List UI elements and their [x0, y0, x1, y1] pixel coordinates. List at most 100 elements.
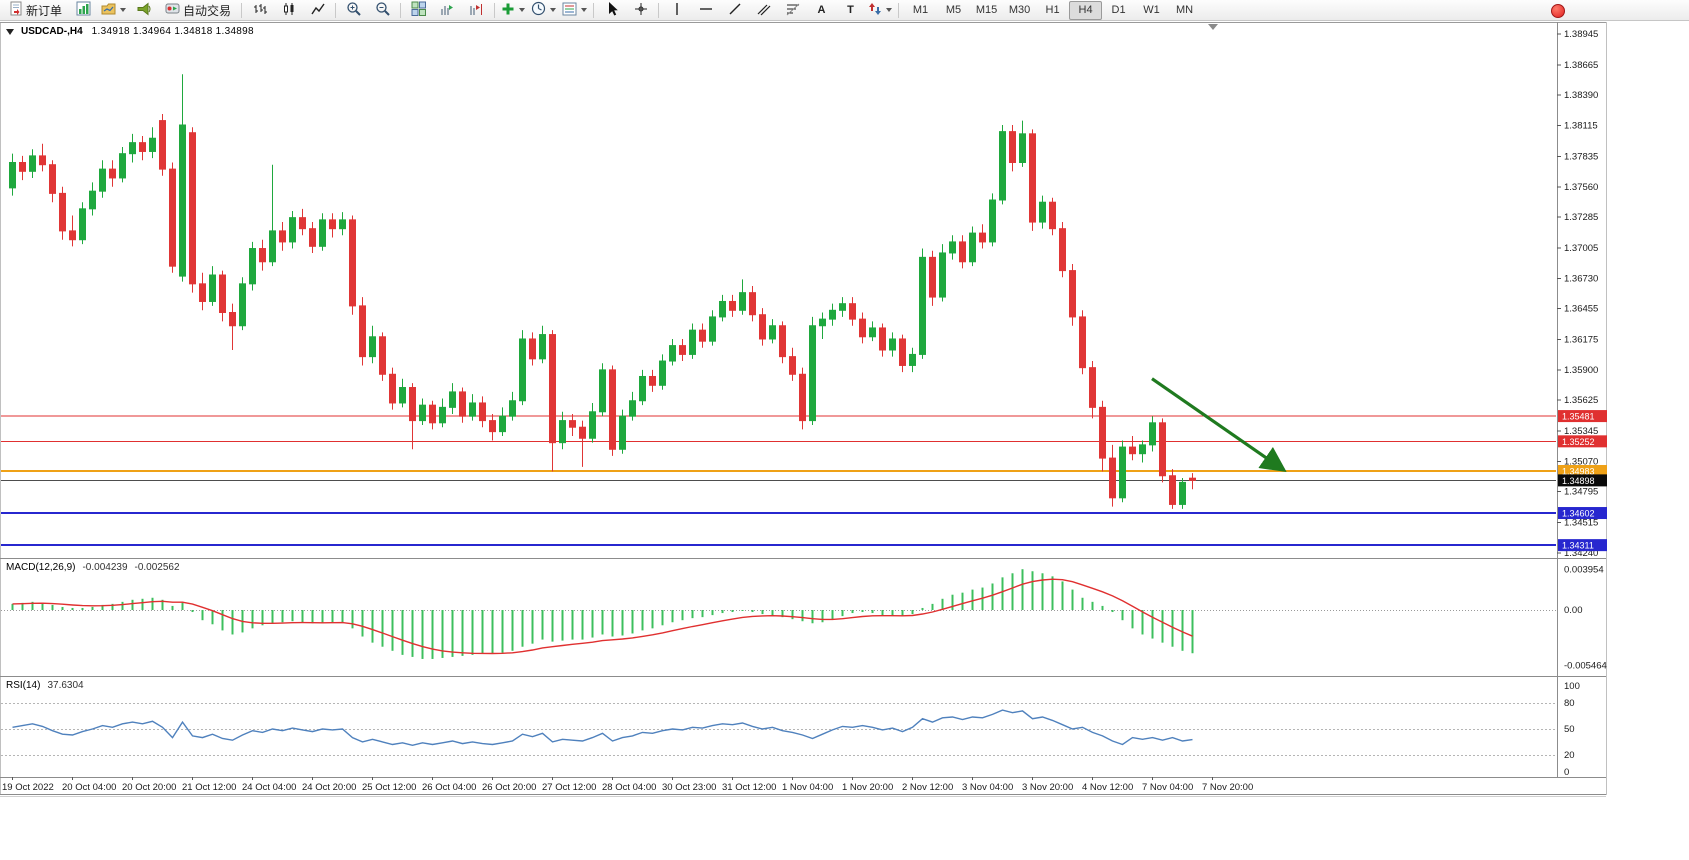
- candle-body: [749, 292, 756, 316]
- candle-body: [519, 338, 526, 402]
- candle-body: [699, 329, 706, 342]
- label-tool-button[interactable]: T: [836, 0, 865, 21]
- time-axis-label: 2 Nov 12:00: [902, 782, 953, 793]
- candle-body: [649, 375, 656, 386]
- timeframe-button-m30[interactable]: M30: [1008, 4, 1031, 16]
- channel-tool-button[interactable]: [749, 0, 778, 21]
- candle-body: [379, 336, 386, 375]
- timeframe-button-m15[interactable]: M15: [975, 4, 998, 16]
- trend-arrow-annotation[interactable]: [1151, 377, 1287, 473]
- arrows-tool-button[interactable]: [865, 0, 895, 21]
- candle-body: [789, 356, 796, 375]
- chart-type-bars-button[interactable]: [245, 0, 274, 21]
- candle-body: [799, 373, 806, 422]
- candle-body: [439, 406, 446, 424]
- autotrading-button[interactable]: 自动交易: [158, 0, 238, 21]
- chart-ohlc-values: 1.34918 1.34964 1.34818 1.34898: [91, 26, 254, 37]
- candle-body: [1109, 457, 1116, 499]
- time-axis-label: 3 Nov 04:00: [962, 782, 1013, 793]
- trendline-tool-button[interactable]: [720, 0, 749, 21]
- price-axis-label: 1.37005: [1564, 243, 1598, 254]
- chart-type-line-button[interactable]: [303, 0, 332, 21]
- candle-body: [819, 318, 826, 327]
- indicators-button[interactable]: [498, 0, 528, 21]
- timeframe-button-m1[interactable]: M1: [912, 4, 929, 16]
- candle-body: [709, 316, 716, 342]
- one-click-trading-toggle-icon[interactable]: [6, 28, 14, 35]
- templates-button[interactable]: [559, 0, 590, 21]
- arrows-icon: [868, 2, 882, 19]
- candle-body: [1189, 477, 1196, 481]
- toolbar-separator: [494, 2, 496, 18]
- horizontal-line-tool-button[interactable]: [691, 0, 720, 21]
- candle-body: [109, 168, 116, 179]
- chart-type-candles-button[interactable]: [274, 0, 303, 21]
- cursor-tool-button[interactable]: [597, 0, 626, 21]
- price-axis-label: 1.35900: [1564, 365, 1598, 376]
- timeframe-button-m5[interactable]: M5: [945, 4, 962, 16]
- price-axis-label: 1.37835: [1564, 151, 1598, 162]
- timeframe-button-h1[interactable]: H1: [1045, 4, 1060, 16]
- candle-body: [659, 360, 666, 386]
- time-axis-label: 24 Oct 04:00: [242, 782, 296, 793]
- chart-shift-button[interactable]: [462, 0, 491, 21]
- new-order-button[interactable]: 新订单: [2, 0, 69, 21]
- auto-scroll-icon: [440, 2, 455, 19]
- candle-body: [459, 391, 466, 417]
- candle-body: [859, 318, 866, 338]
- candle-body: [879, 327, 886, 351]
- chart-shift-icon: [469, 2, 484, 19]
- candles-type-icon: [282, 2, 296, 19]
- candle-body: [1099, 406, 1106, 459]
- vertical-line-tool-button[interactable]: [662, 0, 691, 21]
- price-chart-canvas[interactable]: 1.38945 1.38665 1.38390 1.38115 1.37835 1.375…: [0, 22, 1689, 797]
- candle-body: [319, 219, 326, 247]
- price-axis-label: 1.34515: [1564, 518, 1598, 529]
- notification-badge-icon[interactable]: [1551, 4, 1565, 18]
- timeframe-button-w1[interactable]: W1: [1143, 4, 1160, 16]
- price-tag: 1.34983: [1558, 465, 1607, 478]
- timeframe-button-h4[interactable]: H4: [1069, 0, 1103, 20]
- text-tool-button[interactable]: A: [807, 0, 836, 21]
- svg-text:1.34602: 1.34602: [1562, 509, 1595, 519]
- line-type-icon: [310, 2, 325, 19]
- chart-window: 1.38945 1.38665 1.38390 1.38115 1.37835 1.375…: [0, 22, 1689, 797]
- candle-body: [639, 375, 646, 402]
- candle-body: [299, 217, 306, 230]
- timeframe-button-mn[interactable]: MN: [1175, 4, 1194, 16]
- crosshair-tool-button[interactable]: [626, 0, 655, 21]
- tile-windows-button[interactable]: [404, 0, 433, 21]
- candle-body: [289, 217, 296, 243]
- candle-body: [719, 300, 726, 318]
- time-axis-label: 19 Oct 2022: [2, 782, 54, 793]
- periods-button[interactable]: [528, 0, 559, 21]
- zoom-in-button[interactable]: [339, 0, 368, 21]
- candle-body: [199, 283, 206, 302]
- new-chart-button[interactable]: [69, 0, 98, 21]
- alerts-button[interactable]: [129, 0, 158, 21]
- chart-shift-marker-icon[interactable]: [1208, 24, 1218, 30]
- auto-scroll-button[interactable]: [433, 0, 462, 21]
- profiles-button[interactable]: [98, 0, 129, 21]
- candle-body: [929, 256, 936, 298]
- candle-body: [149, 137, 156, 152]
- new-chart-icon: [76, 1, 91, 19]
- candle-body: [1149, 422, 1156, 446]
- indicators-icon: [501, 2, 515, 19]
- hline-icon: [699, 3, 713, 18]
- candle-body: [89, 190, 96, 210]
- time-axis-label: 3 Nov 20:00: [1022, 782, 1073, 793]
- candle-body: [429, 404, 436, 424]
- candle-body: [399, 387, 406, 404]
- candle-body: [169, 168, 176, 267]
- fibonacci-tool-button[interactable]: [778, 0, 807, 21]
- zoom-out-button[interactable]: [368, 0, 397, 21]
- candle-body: [189, 132, 196, 285]
- toolbar-separator: [241, 2, 243, 18]
- timeframe-button-d1[interactable]: D1: [1111, 4, 1126, 16]
- price-axis-label: 1.38665: [1564, 60, 1598, 71]
- toolbar-separator: [400, 2, 402, 18]
- candle-body: [679, 345, 686, 355]
- time-axis-label: 1 Nov 04:00: [782, 782, 833, 793]
- candle-body: [1139, 444, 1146, 455]
